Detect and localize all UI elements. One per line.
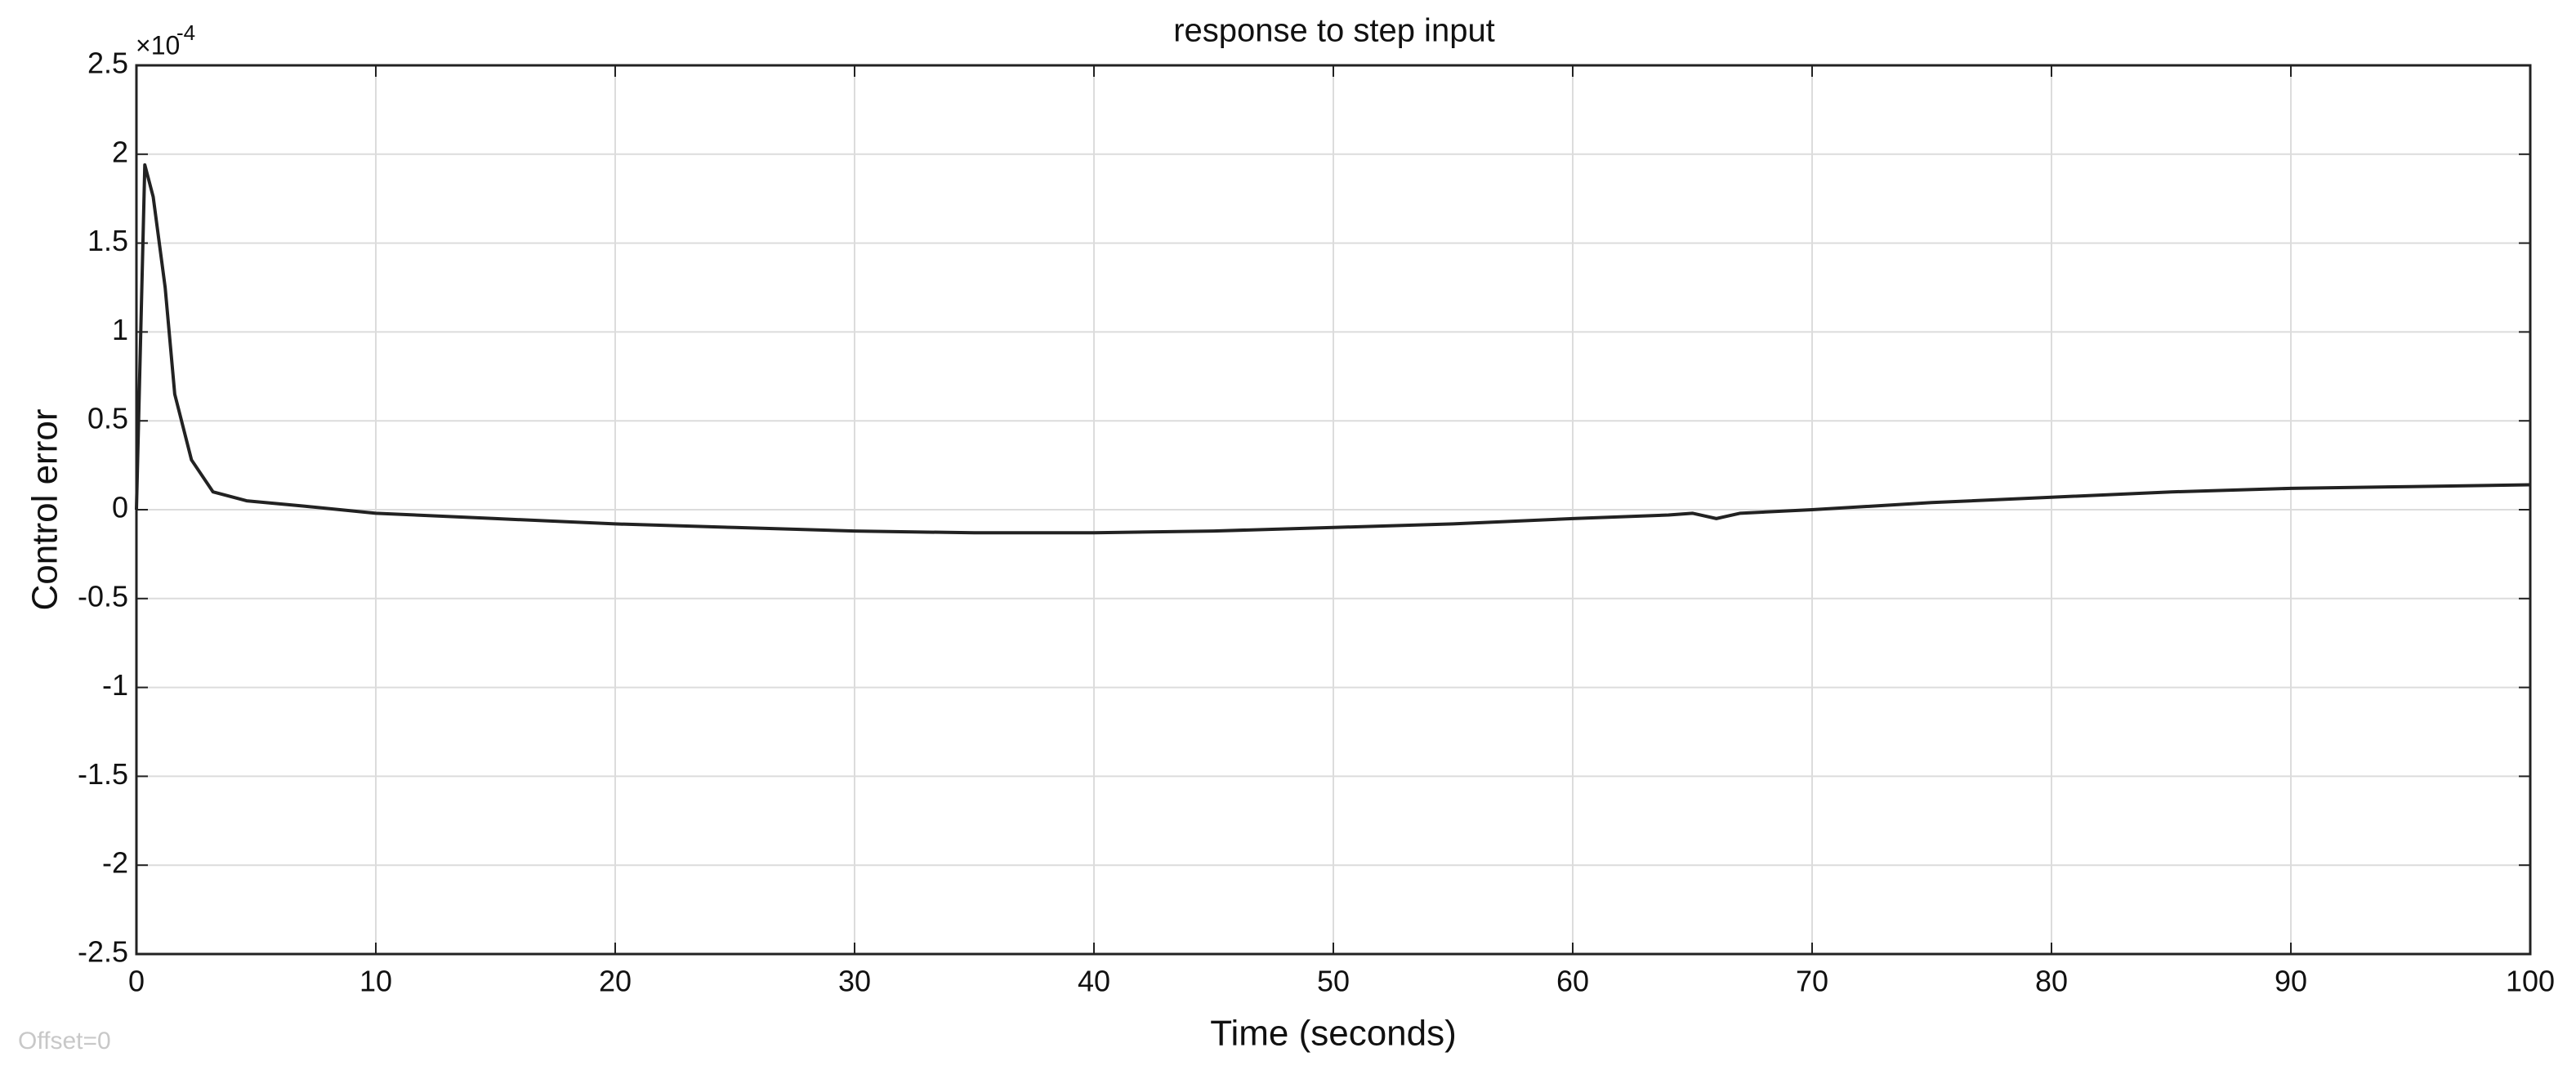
y-tick-label: 2.5 [87,47,128,80]
x-tick-label: 0 [128,965,145,998]
x-tick-label: 80 [2035,965,2068,998]
x-tick-label: 60 [1556,965,1589,998]
x-tick-label: 40 [1078,965,1110,998]
y-tick-label: -2.5 [78,935,128,969]
y-tick-label: 2 [112,135,128,168]
y-tick-label: -0.5 [78,579,128,613]
y-tick-label: 0.5 [87,402,128,435]
x-tick-label: 70 [1796,965,1828,998]
y-exponent-base: ×10 [136,30,180,60]
y-tick-label: 1.5 [87,224,128,257]
x-tick-label: 90 [2275,965,2307,998]
y-tick-label: 1 [112,313,128,346]
x-tick-label: 100 [2506,965,2555,998]
x-tick-label: 20 [599,965,632,998]
data-line [135,163,2531,535]
x-tick-label: 10 [359,965,392,998]
x-tick-label: 30 [838,965,871,998]
y-tick-label: -2 [102,846,128,880]
y-axis-label: Control error [25,409,65,611]
y-tick-label: 0 [112,491,128,524]
chart-title: response to step input [1173,13,1495,49]
y-exponent-power: -4 [176,20,195,45]
x-axis-label: Time (seconds) [1210,1014,1457,1054]
x-tick-label: 50 [1317,965,1350,998]
offset-note: Offset=0 [18,1028,111,1055]
y-tick-label: -1 [102,668,128,702]
y-tick-label: -1.5 [78,757,128,791]
